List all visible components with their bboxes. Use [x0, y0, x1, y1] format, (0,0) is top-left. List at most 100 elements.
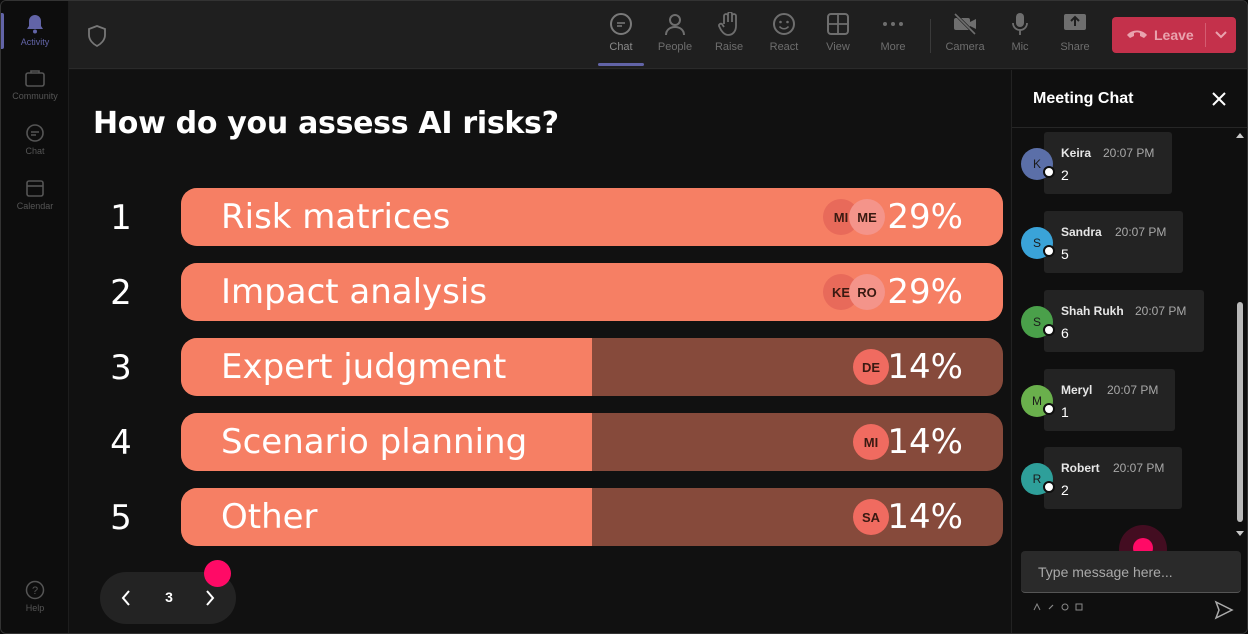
- poll-option-label: Risk matrices: [221, 197, 451, 237]
- svg-text:?: ?: [32, 585, 38, 597]
- chevron-left-icon[interactable]: [114, 586, 138, 610]
- poll-option-row: 4 Scenario planning MI 14%: [69, 413, 1011, 471]
- message-timestamp: 20:07 PM: [1103, 146, 1155, 160]
- rail-item-label: Activity: [20, 37, 50, 47]
- raise-hand-icon: [716, 11, 742, 37]
- rail-item-community[interactable]: Community: [1, 59, 69, 109]
- poll-option-bar: Other SA 14%: [181, 488, 1003, 546]
- toolbar-camera-button[interactable]: Camera: [940, 11, 990, 61]
- rail-item-label: Calendar: [16, 201, 54, 211]
- community-icon: [24, 67, 46, 89]
- hang-up-icon: [1126, 28, 1148, 42]
- message-bubble: [1044, 369, 1175, 431]
- poll-option-row: 3 Expert judgment DE 14%: [69, 338, 1011, 396]
- poll-stage: How do you assess AI risks? 1 Risk matric…: [69, 70, 1011, 633]
- toolbar-view-button[interactable]: View: [813, 11, 863, 61]
- toolbar-chat-button[interactable]: Chat: [596, 11, 646, 61]
- toolbar-share-button[interactable]: Share: [1050, 11, 1100, 61]
- toolbar-react-button[interactable]: React: [759, 11, 809, 61]
- message-sender: Meryl: [1061, 383, 1093, 397]
- grid-view-icon: [825, 11, 851, 37]
- meeting-chat-panel: Meeting Chat K Keira 20:07 PM 2 S Sandra 20:07…: [1011, 70, 1247, 633]
- poll-option-label: Expert judgment: [221, 347, 507, 387]
- poll-option-rank: 4: [110, 423, 132, 463]
- presence-indicator: [1043, 481, 1055, 493]
- voter-avatar: MI: [853, 424, 889, 460]
- send-icon[interactable]: [1214, 600, 1234, 620]
- message-text: 1: [1061, 404, 1069, 420]
- message-text: 2: [1061, 167, 1069, 183]
- emoji-icon[interactable]: [1061, 603, 1069, 611]
- mic-icon: [1007, 11, 1033, 37]
- toolbar-mic-button[interactable]: Mic: [995, 11, 1045, 61]
- page-number: 3: [165, 589, 173, 605]
- rail-item-label: Help: [25, 603, 45, 613]
- leave-button[interactable]: Leave: [1112, 17, 1236, 53]
- leave-divider: [1205, 23, 1206, 47]
- presence-indicator: [1043, 403, 1055, 415]
- poll-option-label: Impact analysis: [221, 272, 488, 312]
- poll-option-rank: 1: [110, 198, 132, 238]
- message-timestamp: 20:07 PM: [1115, 225, 1167, 239]
- presence-indicator: [1043, 166, 1055, 178]
- close-icon[interactable]: [1210, 90, 1228, 108]
- chevron-right-icon[interactable]: [198, 586, 222, 610]
- message-compose-box: [1021, 551, 1241, 593]
- toolbar-raise-button[interactable]: Raise: [704, 11, 754, 61]
- shield-icon[interactable]: [87, 25, 107, 48]
- chat-scrollbar[interactable]: [1234, 129, 1246, 544]
- pointer-highlight: [204, 560, 231, 587]
- poll-option-percent: 14%: [887, 422, 963, 462]
- poll-option-fill: [181, 338, 592, 396]
- rail-item-activity[interactable]: Activity: [1, 5, 69, 55]
- message-input[interactable]: [1021, 551, 1241, 593]
- message-text: 6: [1061, 325, 1069, 341]
- active-tab-indicator: [598, 63, 644, 66]
- voter-avatar: DE: [853, 349, 889, 385]
- rail-item-chat[interactable]: Chat: [1, 114, 69, 164]
- message-sender: Keira: [1061, 146, 1092, 160]
- chat-icon: [608, 11, 634, 37]
- message-text: 5: [1061, 246, 1069, 262]
- camera-off-icon: [952, 11, 978, 37]
- share-icon: [1062, 11, 1088, 37]
- chat-message[interactable]: K Keira 20:07 PM 2: [1012, 132, 1232, 196]
- message-timestamp: 20:07 PM: [1107, 383, 1159, 397]
- poll-option-percent: 14%: [887, 497, 963, 537]
- poll-option-bar: Risk matrices MI ME 29%: [181, 188, 1003, 246]
- calendar-icon: [24, 177, 46, 199]
- message-bubble: [1044, 211, 1183, 273]
- chat-scrollbar-thumb[interactable]: [1237, 302, 1243, 522]
- rail-item-help[interactable]: ? Help: [1, 571, 69, 621]
- poll-option-label: Scenario planning: [221, 422, 528, 462]
- smiley-icon: [771, 11, 797, 37]
- chat-message[interactable]: S Sandra 20:07 PM 5: [1012, 211, 1232, 275]
- chat-message[interactable]: M Meryl 20:07 PM 1: [1012, 369, 1232, 433]
- toolbar-people-button[interactable]: People: [650, 11, 700, 61]
- message-sender: Shah Rukh: [1061, 304, 1124, 318]
- poll-option-bar: Scenario planning MI 14%: [181, 413, 1003, 471]
- voter-avatar: SA: [853, 499, 889, 535]
- poll-option-label: Other: [221, 497, 318, 537]
- gif-icon[interactable]: [1075, 603, 1083, 611]
- chat-message[interactable]: S Shah Rukh 20:07 PM 6: [1012, 290, 1232, 354]
- poll-option-row: 5 Other SA 14%: [69, 488, 1011, 546]
- chevron-down-icon[interactable]: [1214, 27, 1228, 41]
- compose-toolbar: [1033, 603, 1083, 611]
- chat-message[interactable]: R Robert 20:07 PM 2: [1012, 447, 1232, 511]
- voter-avatar: RO: [849, 274, 885, 310]
- format-icon[interactable]: [1033, 603, 1041, 611]
- poll-option-bar: Expert judgment DE 14%: [181, 338, 1003, 396]
- toolbar-more-button[interactable]: More: [868, 11, 918, 61]
- poll-option-row: 1 Risk matrices MI ME 29%: [69, 188, 1011, 246]
- poll-option-fill: [181, 413, 592, 471]
- more-dots-icon: [880, 11, 906, 37]
- rail-item-calendar[interactable]: Calendar: [1, 169, 69, 219]
- poll-option-rank: 3: [110, 348, 132, 388]
- bell-icon: [24, 13, 46, 35]
- poll-option-fill: [181, 488, 592, 546]
- attach-icon[interactable]: [1047, 603, 1055, 611]
- poll-option-rank: 2: [110, 273, 132, 313]
- chat-header: Meeting Chat: [1012, 70, 1247, 128]
